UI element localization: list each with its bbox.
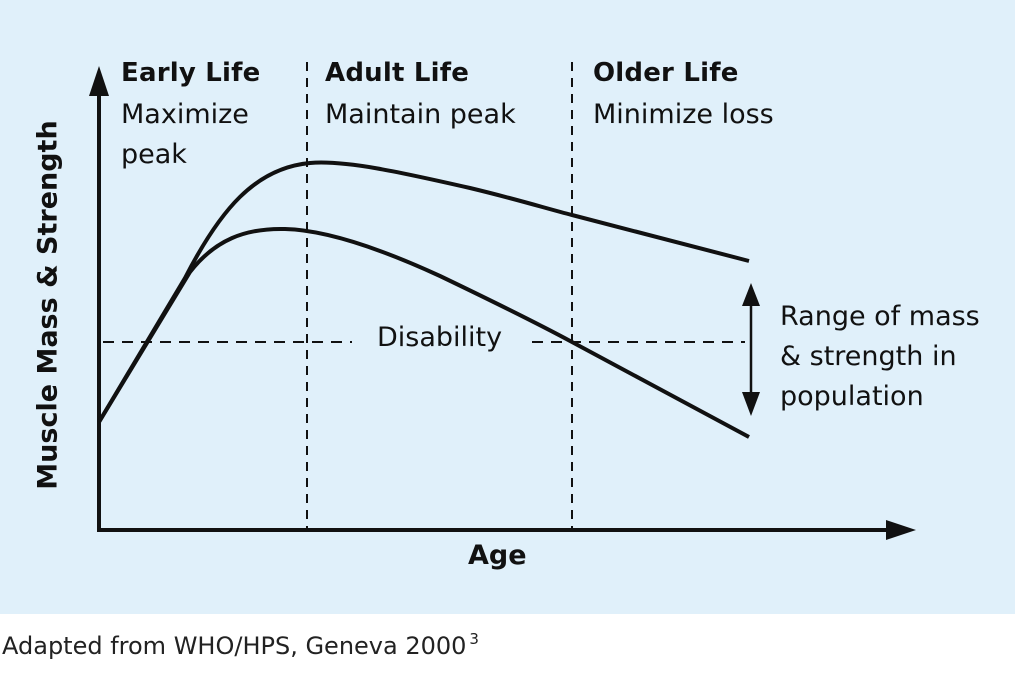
caption-footnote: 3	[469, 630, 479, 648]
phase-early-subtitle-line1: Maximize	[121, 99, 249, 130]
phase-older-subtitle: Minimize loss	[593, 99, 774, 130]
phase-adult-heading: Adult Life	[325, 58, 470, 88]
x-axis-arrow-icon	[886, 520, 916, 540]
source-caption: Adapted from WHO/HPS, Geneva 2000 3	[2, 630, 479, 660]
phase-older-heading: Older Life	[593, 58, 739, 88]
phase-early-heading: Early Life	[121, 58, 261, 88]
range-arrow-up-icon	[742, 283, 760, 306]
caption-text: Adapted from WHO/HPS, Geneva 2000	[2, 632, 467, 660]
x-axis-label: Age	[468, 540, 527, 571]
range-annotation: Range of mass & strength in population	[780, 301, 980, 412]
disability-label: Disability	[377, 322, 503, 353]
muscle-strength-diagram	[89, 62, 916, 540]
range-arrow-down-icon	[742, 392, 760, 416]
curve-upper	[97, 160, 750, 424]
y-axis-label: Muscle Mass & Strength	[32, 120, 64, 490]
curve-lower	[97, 226, 750, 439]
phase-early-subtitle-line2: peak	[121, 139, 187, 170]
phase-adult-subtitle: Maintain peak	[325, 99, 516, 130]
y-axis-arrow-icon	[89, 66, 109, 96]
